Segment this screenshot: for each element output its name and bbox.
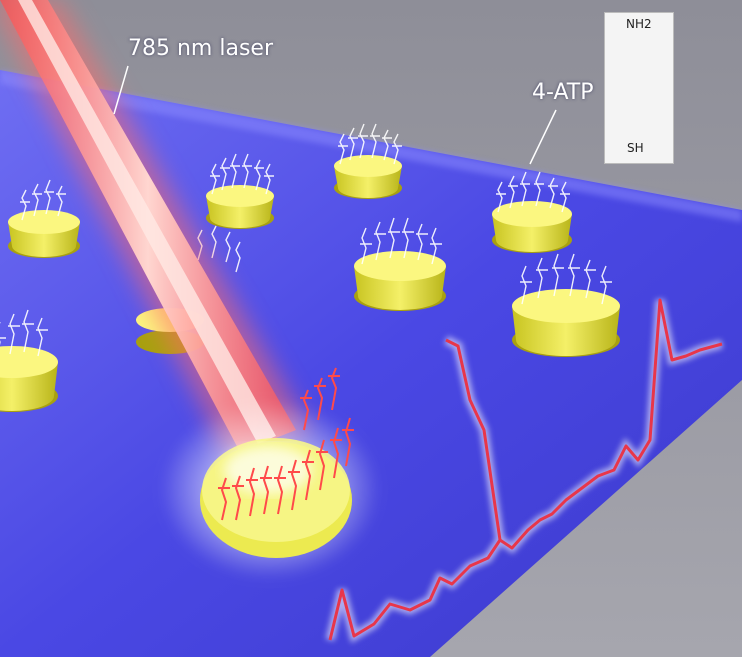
thiol-group-label: SH xyxy=(627,141,644,155)
molecule-cluster xyxy=(360,217,442,265)
gold-disk xyxy=(512,289,620,357)
molecule-cluster xyxy=(338,123,402,165)
gold-disk xyxy=(206,185,274,229)
molecule-cluster xyxy=(210,153,274,195)
structure-formula: NH2 SH xyxy=(604,12,674,164)
molecule-cluster xyxy=(0,309,48,357)
molecule-cluster xyxy=(496,171,570,213)
gold-disk xyxy=(334,155,402,199)
gold-disk xyxy=(492,201,572,253)
molecule-cluster xyxy=(20,179,66,221)
laser-beam xyxy=(0,0,310,460)
gold-disk xyxy=(0,346,58,412)
molecule-label: 4-ATP xyxy=(532,80,594,105)
substrate-edge-glow xyxy=(0,70,742,222)
gold-disks xyxy=(0,155,620,412)
atp-leader-line xyxy=(529,109,557,165)
amine-group-label: NH2 xyxy=(626,17,652,31)
activated-molecules xyxy=(218,367,354,521)
gold-disk xyxy=(354,251,446,311)
laser-label: 785 nm laser xyxy=(128,36,273,61)
molecule-cluster xyxy=(520,253,612,305)
raman-spectrum xyxy=(325,298,724,643)
illuminated-disk xyxy=(160,400,380,580)
gold-disk xyxy=(8,210,80,258)
laser-leader-line xyxy=(113,65,129,115)
